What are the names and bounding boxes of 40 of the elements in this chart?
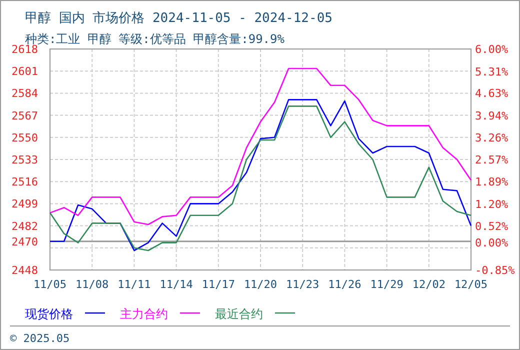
y-tick-label: 2516 <box>12 176 38 189</box>
y-tick-label: 2499 <box>12 198 38 211</box>
y-tick-label: 2482 <box>12 220 38 233</box>
y2-tick-label: 0.52% <box>475 220 508 233</box>
y-tick-label: 2618 <box>12 43 38 56</box>
y2-tick-label: 3.26% <box>475 131 508 144</box>
y2-tick-label: 3.94% <box>475 109 508 122</box>
x-tick-label: 11/14 <box>160 278 194 291</box>
x-tick-label: 11/20 <box>244 278 278 291</box>
chart-subtitle: 种类:工业 甲醇 等级:优等品 甲醇含量:99.9% <box>25 32 286 46</box>
x-tick-label: 11/08 <box>76 278 109 291</box>
y2-tick-label: 2.57% <box>475 154 508 167</box>
y2-tick-label: 5.31% <box>475 65 508 78</box>
y2-tick-label: 4.63% <box>475 87 508 100</box>
y-tick-label: 2550 <box>12 131 38 144</box>
y2-tick-label: 1.89% <box>475 176 508 189</box>
x-tick-label: 11/23 <box>286 278 320 291</box>
x-tick-label: 12/02 <box>412 278 446 291</box>
y2-tick-label: 6.00% <box>475 43 508 56</box>
legend-label: 现货价格 <box>25 307 73 321</box>
x-tick-label: 12/05 <box>454 278 488 291</box>
legend-label: 主力合约 <box>120 307 168 321</box>
y-tick-label: 2470 <box>12 235 38 248</box>
y-tick-label: 2533 <box>12 154 38 166</box>
y-tick-label: 2448 <box>12 264 38 277</box>
legend-label: 最近合约 <box>215 307 263 321</box>
y2-tick-label: 0.00% <box>475 236 508 250</box>
y2-tick-label: -0.85% <box>475 264 516 277</box>
y-tick-label: 2584 <box>12 87 38 100</box>
line-series <box>49 68 472 226</box>
text: © 2025.05 <box>10 332 70 345</box>
x-tick-label: 11/11 <box>118 278 151 291</box>
y-tick-label: 2601 <box>12 65 38 78</box>
y2-tick-label: 1.20% <box>475 198 508 211</box>
x-tick-label: 11/29 <box>370 278 404 291</box>
x-tick-label: 11/26 <box>328 278 362 291</box>
chart-title: 甲醇 国内 市场价格 2024-11-05 - 2024-12-05 <box>25 11 332 26</box>
x-tick-label: 11/05 <box>33 278 67 291</box>
x-tick-label: 11/17 <box>202 278 235 291</box>
y-tick-label: 2567 <box>12 109 38 122</box>
